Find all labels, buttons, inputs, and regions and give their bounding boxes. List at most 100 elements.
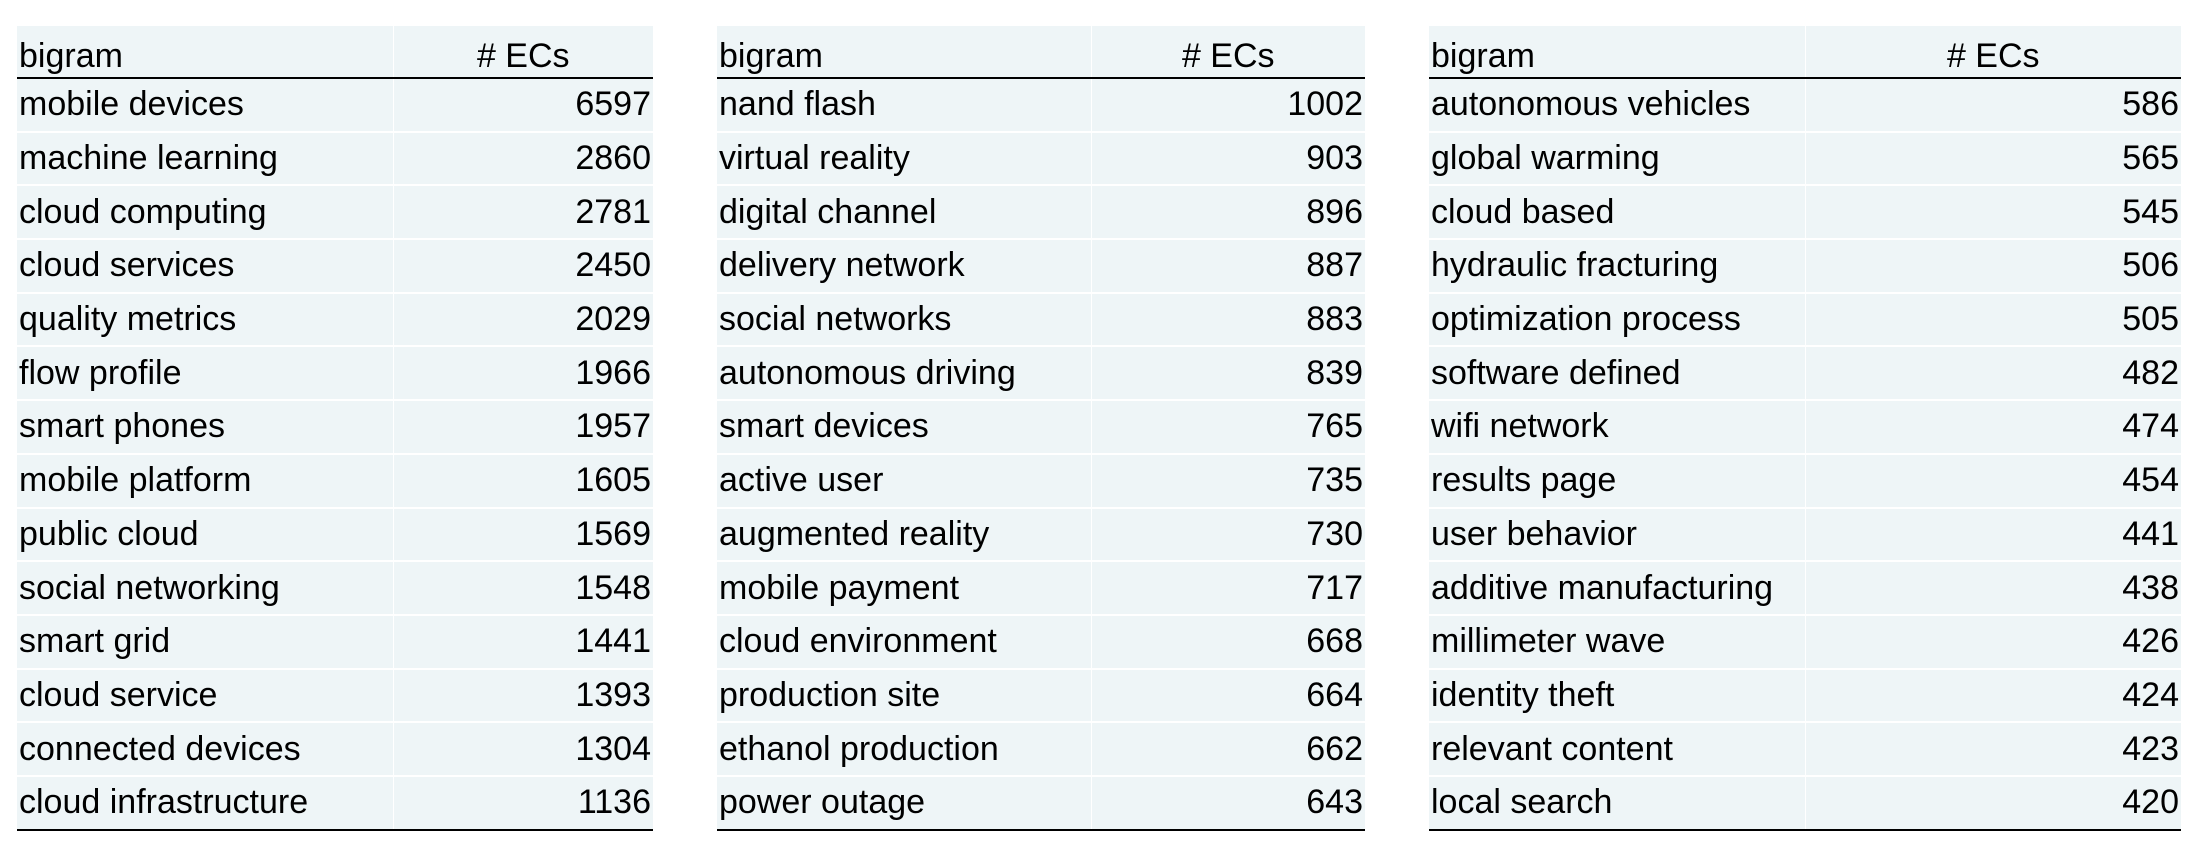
table-row: autonomous vehicles 586: [1429, 78, 2181, 133]
ec-count-column-header: # ECs: [1091, 26, 1365, 79]
ec-count-cell: 643: [1091, 775, 1365, 831]
table-row: quality metrics 2029: [17, 292, 653, 348]
bigram-cell: cloud based: [1429, 185, 1806, 241]
ec-count-cell: 438: [1805, 561, 2181, 616]
ec-count-cell: 441: [1805, 507, 2181, 563]
table-row: public cloud 1569: [17, 507, 653, 563]
bigram-cell: digital channel: [717, 185, 1092, 241]
ec-count-cell: 664: [1091, 668, 1365, 724]
bigram-cell: software defined: [1429, 346, 1806, 402]
bigram-cell: additive manufacturing: [1429, 561, 1806, 616]
bigram-table-3: bigram # ECs autonomous vehicles 586 globa…: [1429, 26, 2181, 831]
ec-count-cell: 565: [1805, 131, 2181, 187]
ec-count-cell: 1304: [393, 722, 653, 777]
table-row: results page 454: [1429, 453, 2181, 509]
bigram-cell: mobile payment: [717, 561, 1092, 616]
ec-count-cell: 474: [1805, 400, 2181, 455]
bigram-cell: public cloud: [17, 507, 394, 563]
table-row: optimization process 505: [1429, 292, 2181, 348]
bigram-cell: user behavior: [1429, 507, 1806, 563]
table-row: cloud service 1393: [17, 668, 653, 724]
table-row: flow profile 1966: [17, 346, 653, 402]
table-header-row: bigram # ECs: [717, 26, 1365, 79]
table-row: cloud services 2450: [17, 239, 653, 294]
bigram-cell: active user: [717, 453, 1092, 509]
bigram-cell: identity theft: [1429, 668, 1806, 724]
bigram-cell: production site: [717, 668, 1092, 724]
ec-count-cell: 6597: [393, 78, 653, 133]
ec-count-cell: 426: [1805, 614, 2181, 670]
bigram-cell: social networking: [17, 561, 394, 616]
table-row: mobile platform 1605: [17, 453, 653, 509]
ec-count-cell: 735: [1091, 453, 1365, 509]
table-row: digital channel 896: [717, 185, 1365, 241]
table-row: relevant content 423: [1429, 722, 2181, 777]
ec-count-cell: 717: [1091, 561, 1365, 616]
bigram-cell: mobile platform: [17, 453, 394, 509]
table-row: hydraulic fracturing 506: [1429, 239, 2181, 294]
ec-count-cell: 883: [1091, 292, 1365, 348]
bigram-cell: relevant content: [1429, 722, 1806, 777]
bigram-column-header: bigram: [717, 26, 1092, 79]
ec-count-cell: 1136: [393, 775, 653, 831]
table-row: local search 420: [1429, 775, 2181, 831]
table-row: identity theft 424: [1429, 668, 2181, 724]
ec-count-cell: 420: [1805, 775, 2181, 831]
table-row: augmented reality 730: [717, 507, 1365, 563]
ec-count-cell: 482: [1805, 346, 2181, 402]
ec-count-cell: 1002: [1091, 78, 1365, 133]
ec-count-cell: 887: [1091, 239, 1365, 294]
ec-count-cell: 1569: [393, 507, 653, 563]
bigram-cell: delivery network: [717, 239, 1092, 294]
bigram-table-2: bigram # ECs nand flash 1002 virtual reali…: [717, 26, 1365, 831]
ec-count-cell: 1605: [393, 453, 653, 509]
bigram-cell: smart phones: [17, 400, 394, 455]
table-row: user behavior 441: [1429, 507, 2181, 563]
bigram-cell: local search: [1429, 775, 1806, 831]
table-row: production site 664: [717, 668, 1365, 724]
table-row: mobile devices 6597: [17, 78, 653, 133]
ec-count-cell: 424: [1805, 668, 2181, 724]
ec-count-cell: 423: [1805, 722, 2181, 777]
bigram-table-1: bigram # ECs mobile devices 6597 machine l…: [17, 26, 653, 831]
bigram-cell: cloud computing: [17, 185, 394, 241]
table-row: delivery network 887: [717, 239, 1365, 294]
ec-count-cell: 2450: [393, 239, 653, 294]
ec-count-cell: 505: [1805, 292, 2181, 348]
ec-count-cell: 839: [1091, 346, 1365, 402]
ec-count-cell: 662: [1091, 722, 1365, 777]
ec-count-cell: 2029: [393, 292, 653, 348]
ec-count-cell: 1957: [393, 400, 653, 455]
table-row: smart phones 1957: [17, 400, 653, 455]
bigram-cell: smart devices: [717, 400, 1092, 455]
table-row: millimeter wave 426: [1429, 614, 2181, 670]
ec-count-cell: 765: [1091, 400, 1365, 455]
bigram-cell: social networks: [717, 292, 1092, 348]
ec-count-cell: 730: [1091, 507, 1365, 563]
table-row: software defined 482: [1429, 346, 2181, 402]
ec-count-cell: 668: [1091, 614, 1365, 670]
bigram-cell: results page: [1429, 453, 1806, 509]
bigram-cell: augmented reality: [717, 507, 1092, 563]
ec-count-column-header: # ECs: [393, 26, 653, 79]
bigram-cell: millimeter wave: [1429, 614, 1806, 670]
bigram-cell: flow profile: [17, 346, 394, 402]
table-row: nand flash 1002: [717, 78, 1365, 133]
bigram-cell: wifi network: [1429, 400, 1806, 455]
table-row: wifi network 474: [1429, 400, 2181, 455]
table-header-row: bigram # ECs: [1429, 26, 2181, 79]
ec-count-cell: 2781: [393, 185, 653, 241]
bigram-cell: cloud services: [17, 239, 394, 294]
bigram-column-header: bigram: [17, 26, 394, 79]
bigram-cell: virtual reality: [717, 131, 1092, 187]
bigram-cell: machine learning: [17, 131, 394, 187]
table-row: additive manufacturing 438: [1429, 561, 2181, 616]
ec-count-cell: 586: [1805, 78, 2181, 133]
bigram-cell: optimization process: [1429, 292, 1806, 348]
bigram-cell: quality metrics: [17, 292, 394, 348]
ec-count-cell: 506: [1805, 239, 2181, 294]
table-row: social networks 883: [717, 292, 1365, 348]
table-row: cloud environment 668: [717, 614, 1365, 670]
bigram-cell: hydraulic fracturing: [1429, 239, 1806, 294]
table-row: cloud computing 2781: [17, 185, 653, 241]
